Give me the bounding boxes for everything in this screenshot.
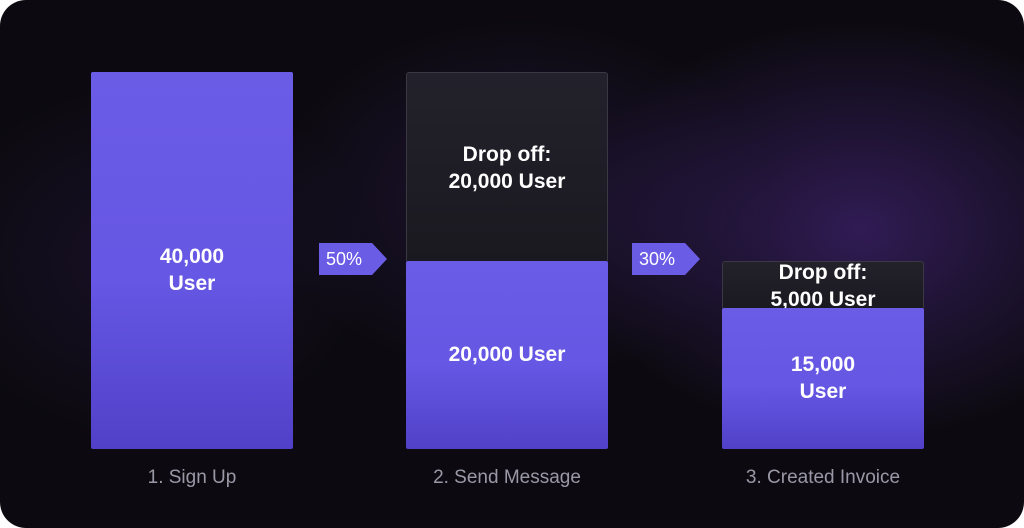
drop-off-label-line: Drop off:: [462, 143, 552, 167]
drop-off-bar: [406, 72, 608, 261]
bar-value-label: 40,000 User: [72, 243, 312, 297]
funnel-bar: [722, 307, 924, 449]
conversion-rate-arrow: 50%: [319, 243, 387, 275]
funnel-bar: [91, 72, 293, 449]
drop-off-label-line: 5,000 User: [770, 288, 876, 312]
stage-label: 2. Send Message: [433, 467, 581, 488]
drop-off-label-line: Drop off:: [778, 261, 868, 285]
stage-label: 1. Sign Up: [147, 467, 237, 488]
conversion-rate-arrow: 30%: [632, 243, 700, 275]
drop-off-bar: [722, 260, 924, 308]
funnel-bar: [406, 260, 608, 449]
bar-value-label-line: 20,000 User: [448, 343, 566, 367]
bar-value-label-line: User: [799, 380, 847, 404]
drop-off-label: Drop off: 20,000 User: [387, 141, 627, 195]
bar-value-label-line: 15,000: [790, 353, 856, 377]
bar-value-label: 15,000 User: [703, 351, 943, 405]
drop-off-label-line: 20,000 User: [448, 170, 566, 194]
bar-value-label: 20,000 User: [387, 341, 627, 368]
drop-off-label: Drop off: 5,000 User: [703, 259, 943, 313]
bar-value-label-line: User: [168, 272, 216, 295]
bar-value-label-line: 40,000: [159, 245, 225, 268]
stage-label: 3. Created Invoice: [745, 467, 901, 488]
